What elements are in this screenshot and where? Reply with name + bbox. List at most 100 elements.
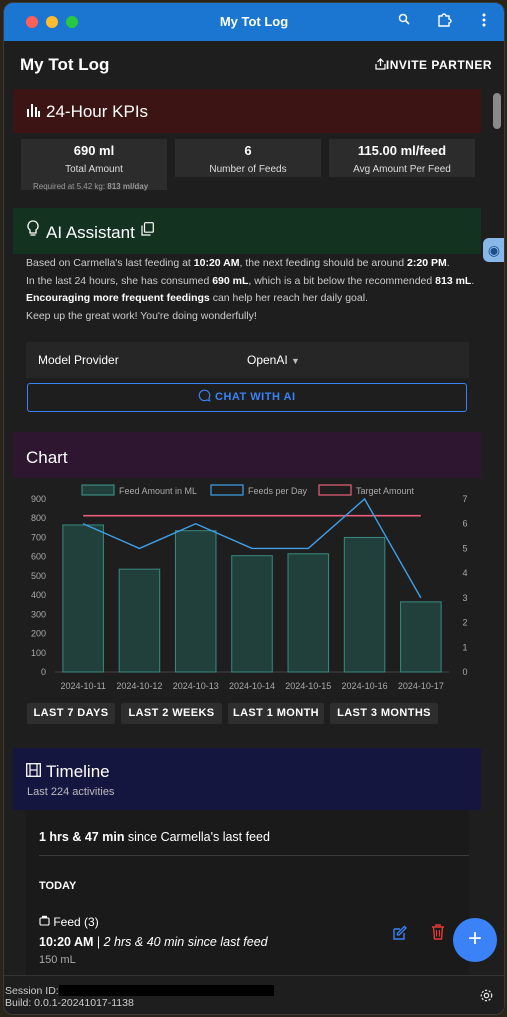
footer: Session ID: Build: 0.0.1-20241017-1138 — [4, 975, 504, 1014]
share-icon — [375, 58, 386, 70]
y-right-tick-label: 4 — [462, 568, 467, 578]
app-bar: My Tot Log INVITE PARTNER — [4, 41, 504, 89]
legend-swatch — [210, 484, 244, 496]
recommended-amount: 813 mL — [435, 274, 472, 287]
close-window-button[interactable] — [26, 16, 38, 28]
text: In the last 24 hours, she has consumed — [26, 274, 213, 287]
feed-entry-time: 10:20 AM | 2 hrs & 40 min since last fee… — [39, 935, 268, 949]
y-right-tick-label: 1 — [462, 642, 467, 652]
zoom-icon[interactable] — [398, 12, 410, 29]
edit-icon[interactable] — [392, 925, 408, 946]
add-activity-button[interactable]: + — [453, 918, 497, 962]
x-tick-label: 2024-10-11 — [60, 681, 105, 691]
plus-icon: + — [467, 925, 482, 952]
kpi-required-note: Required at 5.42 kg: 813 ml/day — [33, 182, 148, 191]
kpi-value: 6 — [244, 143, 252, 158]
copy-icon[interactable] — [141, 222, 154, 241]
kpi-label: Number of Feeds — [209, 164, 287, 175]
window-title: My Tot Log — [219, 14, 289, 29]
y-left-tick-label: 500 — [31, 571, 46, 581]
main-content[interactable]: 24-Hour KPIs 690 ml Total Amount 6 Numbe… — [4, 89, 492, 975]
timeline-header: Timeline Last 224 activities — [13, 748, 481, 810]
lightbulb-icon — [27, 220, 39, 243]
bottle-icon — [39, 915, 53, 929]
range-last-3-months-button[interactable]: LAST 3 MONTHS — [330, 703, 438, 724]
extension-icon[interactable] — [436, 12, 452, 32]
y-left-tick-label: 300 — [31, 609, 46, 619]
range-last-1-month-button[interactable]: LAST 1 MONTH — [228, 703, 324, 724]
delete-icon[interactable] — [431, 924, 445, 945]
settings-gear-icon[interactable] — [479, 988, 494, 1008]
bar-feed-amount — [174, 530, 217, 673]
y-left-tick-label: 800 — [31, 513, 46, 523]
feed-time: 10:20 AM — [39, 935, 94, 949]
ai-assistant-header: AI Assistant — [13, 208, 481, 254]
kpi-total-amount: 690 ml Total Amount — [21, 139, 167, 190]
ai-paragraph-1: Based on Carmella's last feeding at 10:2… — [26, 255, 476, 273]
kpi-value: 690 ml — [73, 143, 115, 158]
minimize-window-button[interactable] — [46, 16, 58, 28]
legend-label: Target Amount — [356, 486, 415, 496]
feeds-per-day-line — [82, 497, 422, 599]
legend-label: Feed Amount in ML — [119, 486, 197, 496]
kpi-header: 24-Hour KPIs — [13, 89, 481, 133]
text: can help her reach her daily goal. — [209, 292, 368, 304]
fingerprint-icon: ◉ — [487, 242, 501, 258]
maximize-window-button[interactable] — [66, 16, 78, 28]
chart-header: Chart — [13, 432, 481, 478]
ai-paragraph-3: Keep up the great work! You're doing won… — [26, 309, 257, 322]
bar-feed-amount — [343, 536, 386, 673]
film-icon — [26, 763, 41, 782]
timeline-subtitle: Last 224 activities — [27, 786, 115, 798]
text: , the next feeding should be around — [239, 257, 408, 269]
model-provider-select[interactable]: OpenAI ▼ — [247, 353, 300, 367]
feed-title-text: Feed (3) — [53, 915, 99, 929]
kpi-avg-amount: 115.00 ml/feed Avg Amount Per Feed — [329, 139, 475, 177]
range-last-2-weeks-button[interactable]: LAST 2 WEEKS — [121, 703, 222, 724]
app-window: My Tot Log My Tot Log INVITE PARTNER 24-… — [3, 2, 505, 1015]
kpi-value: 115.00 ml/feed — [357, 143, 447, 158]
side-panel-tab[interactable]: ◉ — [483, 238, 504, 262]
y-left-tick-label: 600 — [31, 552, 46, 562]
build-label: Build: 0.0.1-20241017-1138 — [5, 997, 134, 1009]
text: , which is a bit below the recommended — [248, 274, 436, 287]
y-right-tick-label: 0 — [462, 667, 467, 677]
session-id-redacted — [59, 985, 274, 996]
legend-swatch — [318, 484, 352, 496]
text: Based on Carmella's last feeding at — [26, 257, 194, 269]
text: . — [446, 257, 450, 269]
chat-bubble-icon — [199, 389, 212, 402]
today-heading: TODAY — [39, 880, 77, 892]
x-tick-label: 2024-10-17 — [398, 681, 444, 691]
legend-label: Feeds per Day — [248, 486, 308, 496]
more-menu-icon[interactable] — [482, 12, 486, 32]
ai-paragraph-2: In the last 24 hours, she has consumed 6… — [26, 273, 476, 308]
chat-with-ai-button[interactable]: CHAT WITH AI — [27, 383, 467, 412]
feeding-chart: 0 100 200 300 400 500 600 700 800 900 0 1 2 3 4 5 6 7 2024… — [31, 484, 468, 691]
x-tick-label: 2024-10-15 — [285, 681, 331, 691]
y-left-tick-label: 0 — [41, 667, 46, 677]
legend-swatch — [81, 484, 115, 496]
kpi-title: 24-Hour KPIs — [46, 102, 149, 121]
x-tick-label: 2024-10-12 — [116, 681, 162, 691]
invite-partner-button[interactable]: INVITE PARTNER — [375, 58, 492, 72]
separator: | — [93, 935, 104, 949]
ai-assistant-title: AI Assistant — [46, 223, 135, 242]
y-right-tick-label: 5 — [462, 543, 467, 553]
bar-feed-amount — [62, 524, 104, 673]
chat-with-ai-label: CHAT WITH AI — [215, 391, 296, 403]
range-last-7-days-button[interactable]: LAST 7 DAYS — [27, 703, 115, 724]
last-feed-time: 10:20 AM — [193, 257, 240, 269]
x-tick-label: 2024-10-16 — [342, 681, 388, 691]
required-value: 813 ml/day — [107, 182, 149, 191]
kpi-number-of-feeds: 6 Number of Feeds — [175, 139, 321, 177]
bar-feed-amount — [231, 555, 273, 673]
title-bar: My Tot Log — [4, 3, 504, 41]
bar-chart-icon — [26, 101, 40, 122]
x-tick-label: 2024-10-14 — [229, 681, 275, 691]
required-prefix: Required at 5.42 kg: — [33, 182, 108, 191]
scrollbar-thumb[interactable] — [493, 93, 501, 129]
invite-partner-label: INVITE PARTNER — [385, 58, 492, 72]
x-tick-label: 2024-10-13 — [173, 681, 219, 691]
app-title: My Tot Log — [20, 55, 110, 74]
